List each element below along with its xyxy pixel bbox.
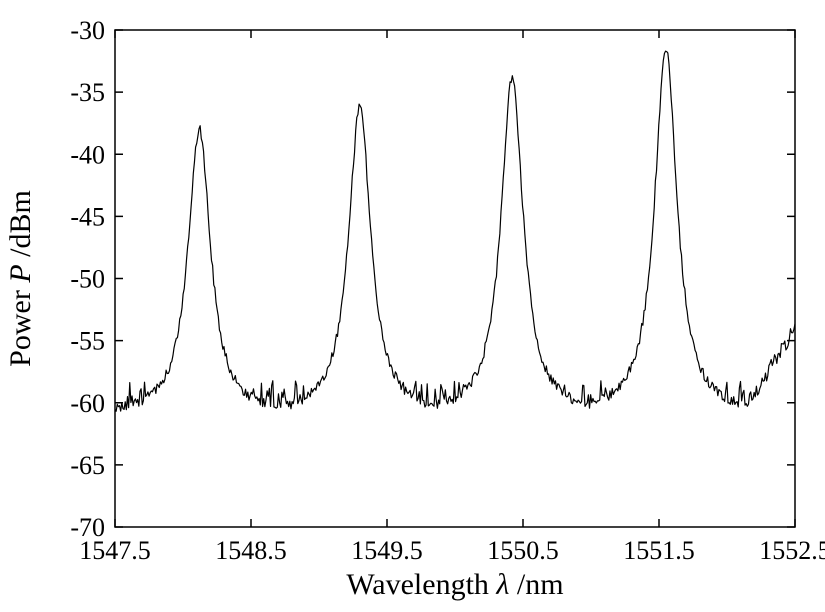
x-tick-label: 1550.5 — [487, 536, 559, 565]
y-tick-label: -70 — [70, 513, 105, 542]
spectrum-chart: 1547.51548.51549.51550.51551.51552.5-70-… — [0, 0, 825, 612]
y-tick-label: -50 — [70, 265, 105, 294]
y-axis-label: Power P /dBm — [4, 190, 37, 367]
x-tick-label: 1548.5 — [215, 536, 287, 565]
y-tick-label: -40 — [70, 140, 105, 169]
chart-svg: 1547.51548.51549.51550.51551.51552.5-70-… — [0, 0, 825, 612]
x-tick-label: 1551.5 — [623, 536, 695, 565]
x-tick-label: 1549.5 — [351, 536, 423, 565]
y-tick-label: -55 — [70, 327, 105, 356]
x-axis-label: Wavelength λ /nm — [346, 568, 563, 601]
y-tick-label: -60 — [70, 389, 105, 418]
y-tick-label: -35 — [70, 78, 105, 107]
y-tick-label: -65 — [70, 451, 105, 480]
x-tick-label: 1552.5 — [759, 536, 825, 565]
y-tick-label: -30 — [70, 16, 105, 45]
y-tick-label: -45 — [70, 202, 105, 231]
